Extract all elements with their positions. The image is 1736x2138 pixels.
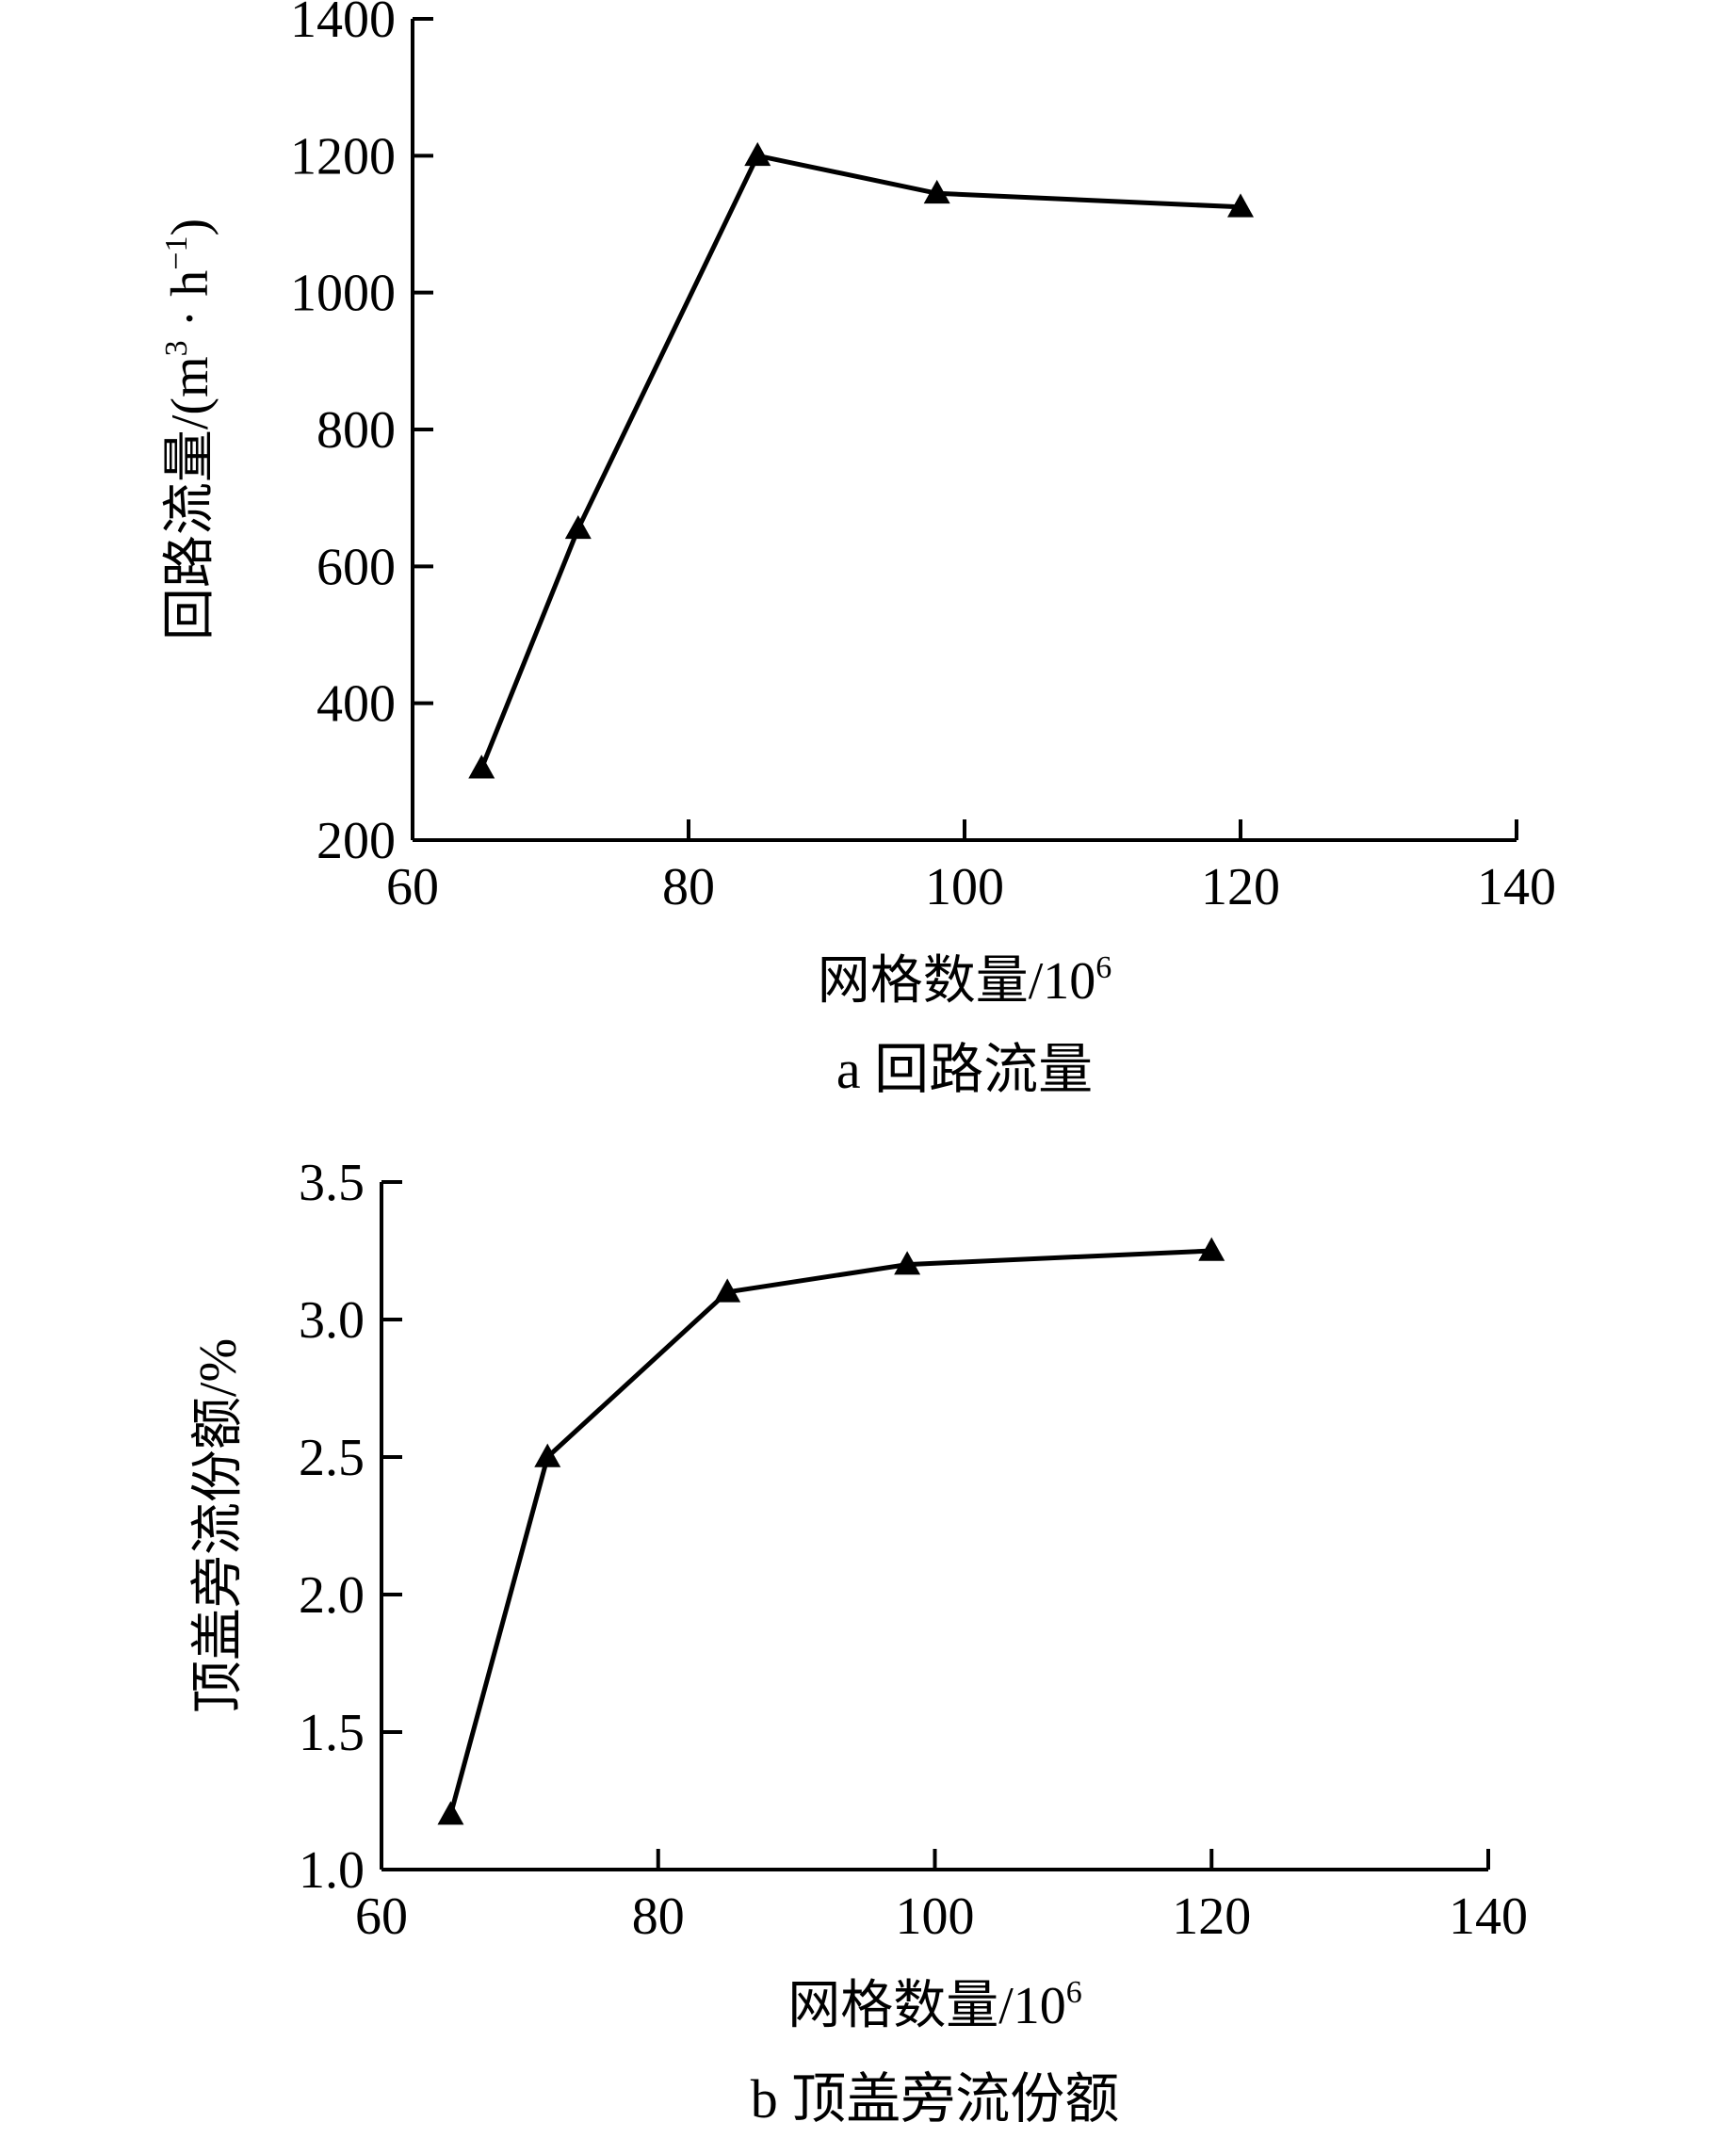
chart-a-x-tick-label: 60 [386, 858, 439, 916]
chart-a-data-point [468, 754, 495, 779]
chart-a-x-ticks: 60 80 100 120 140 [386, 819, 1556, 916]
chart-a-loop-flow: 60 80 100 120 140 200 400 600 800 1000 1200 1400 网… [159, 0, 1556, 1100]
chart-b-cover-bypass-share: 60 80 100 120 140 1.0 1.5 2.0 2.5 3.0 3.5 网格数量/10… [189, 1154, 1528, 2130]
chart-a-y-tick-label: 1400 [290, 0, 396, 49]
chart-b-y-tick-label: 3.0 [299, 1291, 365, 1350]
chart-b-axes [380, 1182, 1488, 1871]
chart-a-data-point [1227, 193, 1254, 218]
chart-b-x-tick-label: 100 [896, 1887, 975, 1946]
chart-a-data-point [923, 179, 950, 204]
chart-a-y-tick-label: 400 [316, 675, 396, 734]
chart-a-series-line [479, 153, 1241, 769]
chart-a-x-axis-label: 网格数量/106 [818, 950, 1112, 1011]
chart-b-x-tick-label: 60 [355, 1887, 408, 1946]
chart-b-data-point [894, 1251, 921, 1275]
chart-b-x-ticks: 60 80 100 120 140 [355, 1849, 1528, 1946]
chart-a-x-tick-label: 140 [1477, 858, 1556, 916]
chart-a-y-tick-label: 200 [316, 812, 396, 870]
chart-b-data-point [437, 1801, 464, 1825]
chart-b-x-tick-label: 80 [632, 1887, 685, 1946]
chart-a-y-tick-label: 1200 [290, 127, 396, 186]
chart-b-data-point [714, 1278, 741, 1303]
chart-b-x-axis-label: 网格数量/106 [787, 1975, 1082, 2035]
chart-a-y-tick-label: 800 [316, 401, 396, 460]
chart-b-y-axis-label: 顶盖旁流份额/% [189, 1338, 248, 1713]
chart-a-y-axis-label: 回路流量/(m3 · h−1) [159, 219, 219, 640]
chart-b-y-tick-label: 2.5 [299, 1429, 365, 1487]
chart-a-data-point [564, 514, 592, 540]
chart-b-y-ticks: 1.0 1.5 2.0 2.5 3.0 3.5 [299, 1154, 402, 1900]
chart-b-data-point [534, 1443, 561, 1467]
chart-b-y-tick-label: 2.0 [299, 1566, 365, 1625]
chart-a-y-ticks: 200 400 600 800 1000 1200 1400 [290, 0, 433, 870]
chart-a-x-tick-label: 100 [925, 858, 1004, 916]
chart-a-x-tick-label: 120 [1201, 858, 1280, 916]
chart-b-caption: b 顶盖旁流份额 [751, 2068, 1120, 2130]
chart-a-axes [411, 19, 1517, 842]
chart-a-data-point [744, 141, 771, 167]
chart-b-series-line [447, 1248, 1212, 1816]
chart-b-y-tick-label: 1.5 [299, 1704, 365, 1762]
chart-a-series [468, 141, 1254, 779]
chart-b-data-point [1198, 1237, 1225, 1261]
chart-a-caption: a 回路流量 [836, 1039, 1093, 1100]
chart-a-y-tick-label: 600 [316, 538, 396, 596]
chart-b-y-tick-label: 1.0 [299, 1841, 365, 1900]
chart-a-x-tick-label: 80 [662, 858, 715, 916]
chart-a-y-tick-label: 1000 [290, 265, 396, 323]
chart-b-x-tick-label: 120 [1172, 1887, 1251, 1946]
chart-b-series [437, 1237, 1225, 1825]
chart-b-y-tick-label: 3.5 [299, 1154, 365, 1212]
chart-b-x-tick-label: 140 [1449, 1887, 1528, 1946]
